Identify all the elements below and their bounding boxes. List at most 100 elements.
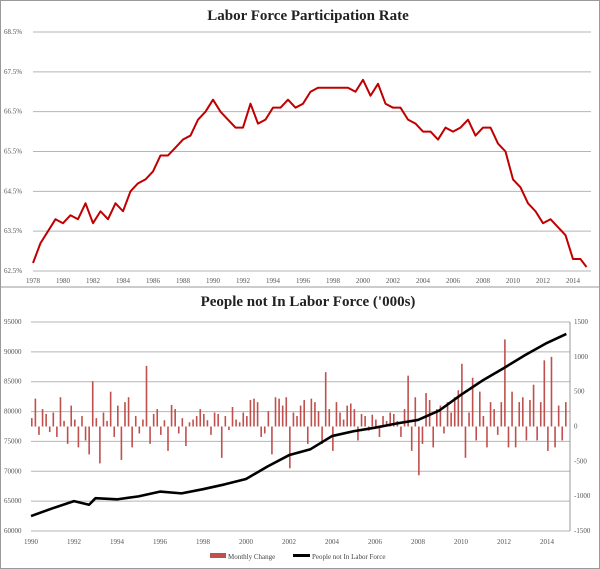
monthly-change-bar — [328, 409, 331, 427]
monthly-change-bar — [482, 416, 485, 427]
x-tick-label: 2000 — [239, 538, 254, 546]
x-tick-label: 2012 — [497, 538, 512, 546]
y-right-tick-label: 0 — [574, 423, 578, 431]
monthly-change-bar — [518, 402, 521, 427]
y-tick-label: 65.5% — [4, 148, 22, 156]
monthly-change-bar — [389, 412, 392, 427]
monthly-change-bar — [48, 426, 51, 433]
people-not-in-labor-force-line — [30, 332, 567, 518]
monthly-change-bar — [435, 409, 438, 427]
monthly-change-bar — [271, 426, 273, 455]
monthly-change-bar — [77, 426, 80, 448]
monthly-change-bar — [496, 426, 499, 435]
monthly-change-bar — [260, 426, 262, 437]
y-left-tick-label: 60000 — [4, 527, 22, 535]
x-tick-label: 1992 — [236, 277, 251, 285]
x-tick-label: 2008 — [476, 277, 491, 285]
monthly-change-bar — [360, 413, 363, 427]
monthly-change-bar — [439, 405, 442, 427]
monthly-change-bar — [539, 402, 542, 427]
monthly-change-bar — [99, 426, 101, 464]
y-left-tick-label: 65000 — [4, 497, 22, 505]
monthly-change-bar — [457, 390, 460, 427]
monthly-change-bar — [152, 413, 155, 427]
monthly-change-bar — [281, 405, 284, 427]
monthly-change-bar — [59, 397, 62, 427]
monthly-change-bar — [224, 416, 227, 427]
monthly-change-bar — [504, 339, 506, 427]
monthly-change-bar — [446, 402, 449, 427]
x-tick-label: 1988 — [176, 277, 191, 285]
x-tick-label: 2002 — [386, 277, 401, 285]
monthly-change-bar — [195, 416, 198, 427]
monthly-change-bar — [339, 412, 341, 427]
monthly-change-bar — [88, 426, 90, 455]
x-tick-label: 2004 — [416, 277, 431, 285]
participation-rate-line — [32, 78, 588, 268]
monthly-change-bar — [514, 426, 517, 448]
monthly-change-bar — [74, 419, 76, 427]
monthly-change-bar — [464, 426, 467, 458]
monthly-change-bar — [306, 426, 309, 444]
monthly-change-bar — [120, 426, 123, 460]
monthly-change-bar — [213, 412, 216, 427]
monthly-change-bar — [511, 391, 513, 427]
legend-label-people-not-in-labor-force: People not In Labor Force — [312, 553, 385, 561]
monthly-change-bar — [443, 426, 445, 434]
monthly-change-bar — [375, 419, 377, 427]
x-tick-label: 1978 — [26, 277, 41, 285]
monthly-change-bar — [489, 402, 492, 427]
monthly-change-bar — [525, 426, 528, 441]
monthly-change-bar — [160, 426, 162, 435]
monthly-change-bar — [349, 403, 352, 427]
monthly-change-bar — [382, 416, 384, 427]
legend-swatch-monthly-change — [210, 553, 226, 558]
monthly-change-bar — [102, 412, 105, 427]
monthly-change-bar — [246, 416, 248, 427]
monthly-change-bar — [292, 412, 295, 427]
x-tick-label: 1992 — [67, 538, 82, 546]
y-right-tick-label: -1000 — [574, 492, 591, 500]
x-tick-label: 1996 — [296, 277, 311, 285]
monthly-change-bar — [421, 426, 424, 444]
monthly-change-bar — [235, 419, 237, 427]
monthly-change-bar — [324, 372, 327, 427]
monthly-change-bar — [557, 405, 560, 427]
x-tick-label: 2014 — [566, 277, 581, 285]
monthly-change-bar — [192, 419, 194, 427]
x-tick-label: 1990 — [24, 538, 39, 546]
monthly-change-bar — [554, 426, 556, 448]
legend: Monthly Change People not In Labor Force — [210, 553, 385, 561]
monthly-change-bar — [177, 426, 180, 434]
monthly-change-bar — [561, 426, 564, 441]
x-tick-label: 2006 — [446, 277, 461, 285]
monthly-change-bar — [142, 419, 144, 427]
monthly-change-bar — [81, 416, 83, 427]
monthly-change-bar — [149, 426, 151, 444]
monthly-change-bar — [310, 398, 313, 427]
x-tick-label: 1994 — [110, 538, 125, 546]
monthly-change-bar — [285, 397, 288, 427]
monthly-change-bar — [407, 375, 409, 427]
monthly-change-bar — [117, 405, 119, 427]
y-left-tick-label: 85000 — [4, 378, 22, 386]
monthly-change-bar — [532, 384, 535, 427]
x-tick-label: 2010 — [506, 277, 521, 285]
monthly-change-bar — [475, 426, 478, 441]
monthly-change-bar — [385, 420, 388, 427]
monthly-change-bar — [63, 420, 65, 427]
monthly-change-bar — [124, 402, 126, 427]
monthly-change-bar — [299, 405, 302, 427]
monthly-change-bar — [543, 360, 546, 427]
monthly-change-bar — [425, 393, 427, 427]
monthly-change-bar — [34, 398, 37, 427]
monthly-change-bar — [263, 426, 266, 434]
y-left-tick-label: 80000 — [4, 408, 22, 416]
monthly-change-bar — [522, 397, 524, 427]
x-tick-label: 1980 — [56, 277, 71, 285]
monthly-change-bar — [31, 418, 33, 427]
monthly-change-bar — [203, 413, 205, 427]
y-left-tick-label: 90000 — [4, 348, 22, 356]
